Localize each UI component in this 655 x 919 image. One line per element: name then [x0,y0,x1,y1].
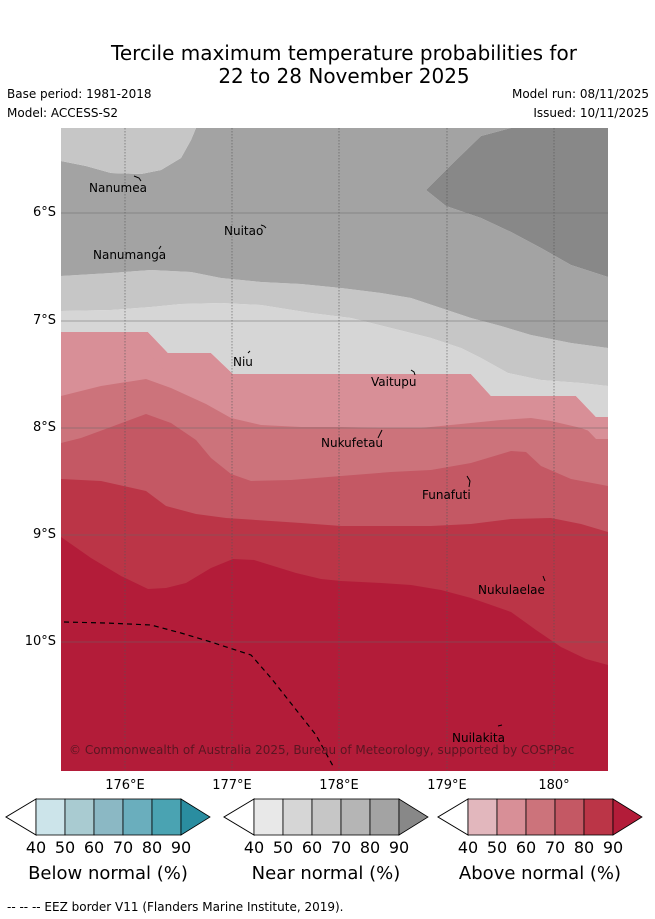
cb-above-title: Above normal (%) [458,863,622,884]
cb-near-segment-3 [340,798,371,836]
nanumea-atoll [133,175,142,182]
region-near-50 [61,270,608,386]
issued-date: Issued: 10/11/2025 [533,106,649,120]
region-near-40 [61,303,608,417]
lat-label-9s: 9°S [32,527,56,542]
label-funafuti: Funafuti [422,488,471,502]
cb-above-tick-50: 50 [486,838,508,857]
label-nuitao: Nuitao [224,224,264,238]
cb-below-segment-3 [122,798,153,836]
nuilakita-atoll [497,724,503,727]
model-name: Model: ACCESS-S2 [7,106,119,120]
lon-label-179e: 179°E [427,778,467,793]
funafuti-atoll [466,475,471,488]
region-near-top-right [426,128,608,277]
cb-near-tick-90: 90 [388,838,410,857]
lat-label-10s: 10°S [24,634,56,649]
cb-below-tick-80: 80 [141,838,163,857]
cb-below-segment-1 [64,798,95,836]
lat-label-6s: 6°S [32,205,56,220]
label-nuilakita: Nuilakita [452,731,505,745]
colorbars [5,798,643,836]
atolls [133,175,546,727]
colorbar-below-normal [5,798,211,836]
cb-below-tick-40: 40 [25,838,47,857]
cb-near-tick-40: 40 [243,838,265,857]
cb-near-tick-60: 60 [301,838,323,857]
cb-above-segment-1 [496,798,527,836]
eez-border [63,621,334,767]
nukulaelae-atoll [542,575,546,582]
cb-above-high-arrow [612,798,643,836]
label-nukulaelae: Nukulaelae [478,583,545,597]
base-period: Base period: 1981-2018 [7,87,152,101]
cb-above-tick-70: 70 [544,838,566,857]
label-vaitupu: Vaitupu [371,375,417,389]
cb-near-low-arrow [223,798,255,836]
probability-map [61,128,608,771]
cb-below-high-arrow [180,798,211,836]
cb-above-tick-40: 40 [457,838,479,857]
nanumanga-atoll [158,245,162,250]
niu-atoll [247,350,251,354]
lon-label-177e: 177°E [212,778,252,793]
cb-near-title: Near normal (%) [251,863,401,884]
label-niu: Niu [233,355,253,369]
cb-above-tick-60: 60 [515,838,537,857]
cb-near-tick-80: 80 [359,838,381,857]
cb-near-high-arrow [398,798,429,836]
cb-above-segment-4 [583,798,614,836]
title-line-2: 22 to 28 November 2025 [218,64,470,88]
lon-label-178e: 178°E [319,778,359,793]
cb-below-segment-2 [93,798,124,836]
eez-legend-footer: -- -- -- EEZ border V11 (Flanders Marine… [7,900,344,914]
cb-below-tick-70: 70 [112,838,134,857]
cb-near-segment-2 [311,798,342,836]
cb-above-segment-0 [467,798,498,836]
cb-above-segment-3 [554,798,585,836]
cb-below-tick-90: 90 [170,838,192,857]
label-nukufetau: Nukufetau [321,436,384,450]
latitude-lines [61,212,608,643]
cb-near-segment-0 [253,798,284,836]
cb-below-tick-50: 50 [54,838,76,857]
region-near-60 [61,128,608,348]
colorbar-near-normal [223,798,429,836]
lon-label-176e: 176°E [105,778,145,793]
cb-above-segment-2 [525,798,556,836]
cb-below-segment-0 [35,798,66,836]
cb-above-low-arrow [437,798,469,836]
label-nanumanga: Nanumanga [93,248,167,262]
cb-above-tick-80: 80 [573,838,595,857]
model-run: Model run: 08/11/2025 [511,87,649,101]
vaitupu-atoll [410,369,416,376]
cb-near-segment-1 [282,798,313,836]
cb-below-title: Below normal (%) [28,863,188,884]
label-nanumea: Nanumea [89,181,147,195]
cb-above-tick-90: 90 [602,838,624,857]
nukufetau-atoll [377,429,383,439]
cb-near-segment-4 [369,798,400,836]
lon-label-180: 180° [538,778,570,793]
copyright-notice: © Commonwealth of Australia 2025, Bureau… [69,743,575,757]
gridlines [124,128,555,771]
lat-label-7s: 7°S [32,313,56,328]
title-line-1: Tercile maximum temperature probabilitie… [111,41,577,65]
nuitao-atoll [260,224,267,229]
region-near-top-left [61,128,196,174]
cb-near-tick-70: 70 [330,838,352,857]
lat-label-8s: 8°S [32,420,56,435]
cb-near-tick-50: 50 [272,838,294,857]
cb-below-tick-60: 60 [83,838,105,857]
cb-below-low-arrow [5,798,37,836]
colorbar-above-normal [437,798,643,836]
cb-below-segment-4 [151,798,182,836]
